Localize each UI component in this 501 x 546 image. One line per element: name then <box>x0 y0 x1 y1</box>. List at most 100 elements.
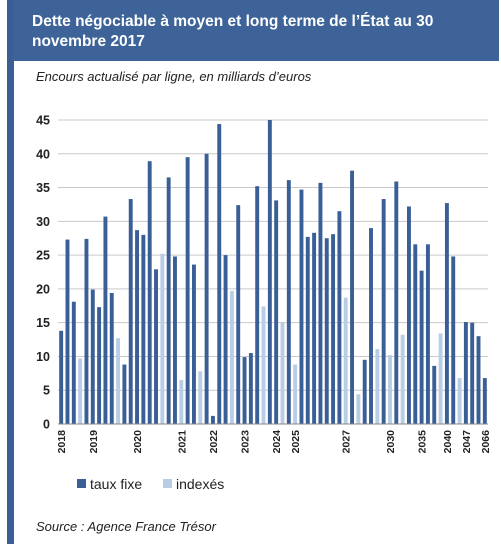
y-tick-label: 0 <box>43 418 50 432</box>
bar-taux-fixe <box>90 289 95 424</box>
x-tick-label: 2022 <box>208 430 220 454</box>
y-tick-label: 40 <box>36 147 50 161</box>
x-tick-label: 2035 <box>417 430 429 454</box>
bar-taux-fixe <box>362 359 367 424</box>
chart-title: Dette négociable à moyen et long terme d… <box>32 13 434 50</box>
y-tick-label: 20 <box>36 282 50 296</box>
y-tick-label: 35 <box>36 181 50 195</box>
bar-indexes <box>160 253 165 424</box>
bar-taux-fixe <box>59 330 64 424</box>
bar-taux-fixe <box>299 189 304 424</box>
bar-taux-fixe <box>444 203 449 424</box>
bar-taux-fixe <box>337 211 342 424</box>
legend-swatch-indexes <box>163 479 172 488</box>
legend-label-indexes: indexés <box>176 476 224 492</box>
x-tick-label: 2023 <box>240 430 252 454</box>
bar-taux-fixe <box>451 256 456 424</box>
bar-taux-fixe <box>470 322 475 424</box>
bar-taux-fixe <box>248 353 253 424</box>
bar-indexes <box>457 378 462 424</box>
y-tick-label: 5 <box>43 384 50 398</box>
bar-indexes <box>388 355 392 424</box>
bar-taux-fixe <box>286 180 291 424</box>
bar-taux-fixe <box>324 238 329 424</box>
x-tick-label: 2066 <box>480 430 492 454</box>
bar-taux-fixe <box>413 244 418 424</box>
x-tick-label: 2020 <box>132 430 144 454</box>
bar-taux-fixe <box>236 205 241 424</box>
bar-indexes <box>375 349 380 424</box>
bar-indexes <box>293 364 298 424</box>
bar-taux-fixe <box>173 256 177 424</box>
bar-taux-fixe <box>476 336 481 424</box>
chart-source: Source : Agence France Trésor <box>36 519 216 534</box>
bar-indexes <box>78 358 83 424</box>
legend-label-taux-fixe: taux fixe <box>90 476 142 492</box>
bar-taux-fixe <box>97 307 102 424</box>
y-tick-label: 45 <box>36 114 50 128</box>
x-tick-label: 2019 <box>88 430 100 454</box>
x-tick-label: 2030 <box>385 430 397 454</box>
y-axis-ticks: 0 5 10 15 20 25 30 35 40 45 <box>36 114 50 432</box>
bar-taux-fixe <box>419 270 424 424</box>
bar-taux-fixe <box>210 415 215 424</box>
bar-taux-fixe <box>350 170 354 424</box>
bar-taux-fixe <box>109 292 114 424</box>
bar-indexes <box>400 334 405 424</box>
bar-taux-fixe <box>65 239 70 424</box>
bar-taux-fixe <box>255 186 260 424</box>
bar-taux-fixe <box>381 199 386 424</box>
bar-indexes <box>280 321 285 424</box>
bar-taux-fixe <box>154 269 158 424</box>
x-tick-label: 2025 <box>290 430 302 454</box>
y-tick-label: 30 <box>36 215 50 229</box>
bar-taux-fixe <box>71 301 76 424</box>
bar-taux-fixe <box>312 232 317 424</box>
bar-taux-fixe <box>242 357 247 424</box>
chart-subtitle: Encours actualisé par ligne, en milliard… <box>36 69 312 84</box>
bar-taux-fixe <box>147 161 152 424</box>
bar-taux-fixe <box>103 216 108 424</box>
bar-taux-fixe <box>141 234 146 424</box>
bar-taux-fixe <box>217 124 222 425</box>
bar-taux-fixe <box>425 244 430 424</box>
bar-taux-fixe <box>463 321 468 424</box>
bar-taux-fixe <box>204 153 209 424</box>
bar-taux-fixe <box>305 236 310 424</box>
y-tick-label: 15 <box>36 316 50 330</box>
x-tick-label: 2040 <box>442 430 454 454</box>
bar-taux-fixe <box>185 157 190 424</box>
bar-indexes <box>198 371 203 424</box>
legend: taux fixe indexés <box>77 476 224 492</box>
legend-swatch-taux-fixe <box>77 479 86 488</box>
bar-taux-fixe <box>166 177 171 424</box>
x-tick-label: 2021 <box>176 430 188 454</box>
bar-taux-fixe <box>84 238 89 424</box>
x-tick-label: 2027 <box>341 430 353 454</box>
title-banner: Dette négociable à moyen et long terme d… <box>14 0 499 61</box>
bar-taux-fixe <box>274 200 279 424</box>
bar-indexes <box>356 394 361 424</box>
bar-taux-fixe <box>407 206 411 424</box>
figure-frame: Dette négociable à moyen et long terme d… <box>7 0 499 544</box>
bar-taux-fixe <box>122 364 127 424</box>
bar-taux-fixe <box>223 255 228 424</box>
bar-taux-fixe <box>394 181 399 424</box>
bar-series <box>59 120 487 425</box>
bar-indexes <box>179 380 184 424</box>
bar-taux-fixe <box>192 264 196 424</box>
bar-indexes <box>116 338 121 424</box>
bar-taux-fixe <box>128 199 133 424</box>
x-tick-label: 2018 <box>56 430 68 454</box>
x-tick-label: 2024 <box>271 430 283 454</box>
bar-indexes <box>229 290 234 424</box>
bar-taux-fixe <box>267 120 272 424</box>
bar-taux-fixe <box>432 365 437 424</box>
bar-indexes <box>343 297 348 424</box>
bar-taux-fixe <box>369 228 373 424</box>
bar-taux-fixe <box>318 182 323 424</box>
bar-taux-fixe <box>135 230 139 424</box>
y-tick-label: 10 <box>36 350 50 364</box>
x-axis-ticks: 2018 2019 2020 2021 2022 2023 2024 2025 2027 2030… <box>56 430 492 454</box>
